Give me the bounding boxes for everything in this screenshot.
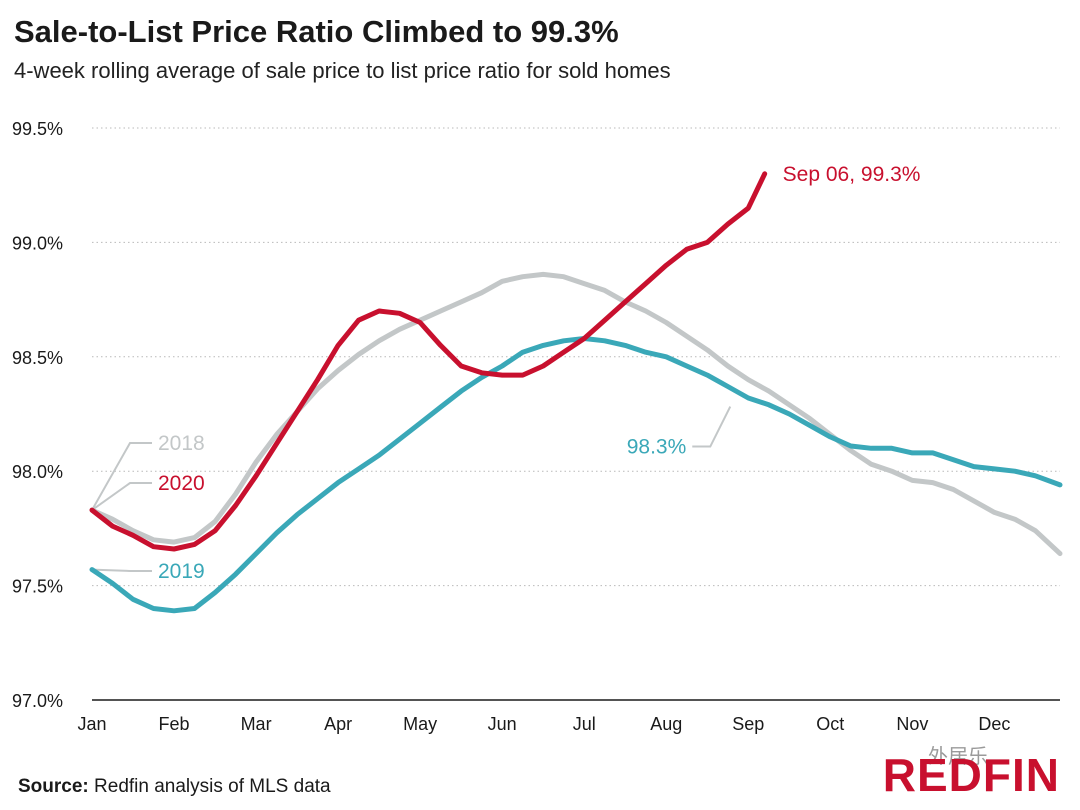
series-label-2019: 2019: [158, 560, 205, 583]
series-line-2019: [89, 336, 1063, 614]
annotation-sep06: Sep 06, 99.3%: [783, 163, 921, 186]
leader-line-2018: [91, 442, 152, 511]
x-axis-tick-labels: Jan Feb Mar Apr May Jun Jul Aug Sep Oct Nov Dec: [77, 714, 1010, 734]
y-tick-label: 97.5%: [12, 577, 63, 597]
x-tick-label: Apr: [324, 714, 352, 734]
chart-title: Sale-to-List Price Ratio Climbed to 99.3…: [14, 14, 619, 49]
leader-line-2019: [91, 568, 152, 572]
y-tick-label: 98.0%: [12, 462, 63, 482]
watermark: 外居乐: [928, 746, 988, 768]
y-tick-label: 98.5%: [12, 348, 63, 368]
x-tick-label: Jul: [573, 714, 596, 734]
series-line-2018: [89, 271, 1063, 557]
leader-line-2020: [91, 482, 152, 511]
series-lines: [89, 171, 1063, 614]
x-tick-label: Dec: [978, 714, 1010, 734]
grid-lines: [92, 127, 1060, 701]
series-labels: 2018 2019 2020 Sep 06, 99.3% 98.3%: [158, 163, 920, 583]
source-note: Source: Redfin analysis of MLS data: [18, 776, 331, 798]
redfin-logo: REDFIN: [882, 749, 1060, 801]
y-axis-tick-labels: 97.0% 97.5% 98.0% 98.5% 99.0% 99.5%: [12, 119, 63, 711]
x-tick-label: Jan: [77, 714, 106, 734]
source-text: Redfin analysis of MLS data: [94, 776, 331, 797]
leader-line-annotation: [692, 406, 732, 448]
x-tick-label: Feb: [159, 714, 190, 734]
x-tick-label: Mar: [241, 714, 272, 734]
x-tick-label: Sep: [732, 714, 764, 734]
label-leader-lines: [91, 406, 732, 572]
x-tick-label: May: [403, 714, 437, 734]
x-tick-label: Nov: [896, 714, 928, 734]
x-tick-label: Oct: [816, 714, 844, 734]
series-label-2018: 2018: [158, 432, 205, 455]
y-tick-label: 99.0%: [12, 233, 63, 253]
y-tick-label: 99.5%: [12, 119, 63, 139]
series-line-2020: [89, 171, 768, 552]
y-tick-label: 97.0%: [12, 691, 63, 711]
series-label-2020: 2020: [158, 472, 205, 495]
source-label: Source:: [18, 776, 89, 797]
x-tick-label: Jun: [488, 714, 517, 734]
chart-subtitle: 4-week rolling average of sale price to …: [14, 58, 671, 83]
annotation-2019-value: 98.3%: [627, 436, 687, 459]
x-tick-label: Aug: [650, 714, 682, 734]
